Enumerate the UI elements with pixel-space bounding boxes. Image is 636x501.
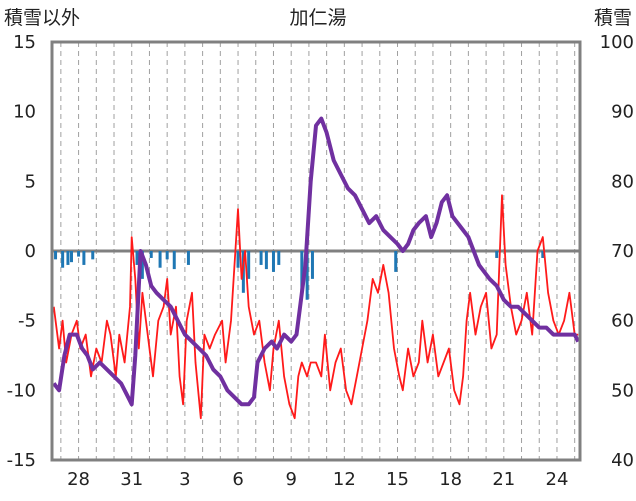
x-tick-label: 31 [120,469,143,490]
precipitation-bar [271,251,275,272]
precipitation-bar [264,251,268,270]
left-tick-label: -10 [7,380,36,401]
precipitation-bar [82,251,86,265]
x-tick-label: 3 [179,469,190,490]
snow-depth-line [52,116,580,407]
precipitation-bar [149,251,153,258]
x-tick-label: 6 [232,469,243,490]
precipitation-bar [172,251,176,270]
precipitation-bar [277,251,281,265]
x-tick-label: 9 [285,469,296,490]
x-tick-label: 18 [439,469,462,490]
precipitation-bar [300,251,304,293]
x-tick-label: 28 [67,469,90,490]
precipitation-bar [186,251,190,265]
precipitation-bar [140,251,144,279]
precipitation-bar [77,251,81,257]
left-tick-label: 5 [25,171,36,192]
precipitation-bar [54,251,58,260]
right-tick-label: 80 [611,171,634,192]
left-tick-label: -15 [7,450,36,471]
precipitation-bar [247,251,251,279]
precipitation-bar [310,251,314,279]
right-tick-label: 60 [611,311,634,332]
right-tick-label: 90 [611,102,634,123]
precipitation-bar [158,251,162,268]
precipitation-bar [69,251,73,263]
left-axis-ticks: 15 10 5 0 -5 -10 -15 [7,32,36,471]
x-tick-label: 12 [333,469,356,490]
precipitation-bar [236,251,240,268]
right-tick-label: 100 [600,32,634,53]
chart-title: 加仁湯 [289,7,346,29]
x-axis-ticks: 28 31 3 6 9 12 15 18 21 24 [67,469,568,490]
x-tick-label: 15 [386,469,409,490]
left-tick-label: 10 [13,102,36,123]
precipitation-bar [135,251,139,265]
left-tick-label: -5 [18,311,36,332]
precipitation-bar [91,251,95,260]
precipitation-bar [495,251,499,258]
plot-frame [50,40,582,462]
x-tick-label: 24 [546,469,569,490]
precipitation-bar [165,251,169,260]
precipitation-bar [61,251,65,268]
right-axis-label: 積雪 [594,7,632,29]
precipitation-bar [66,251,70,265]
precipitation-bar [541,251,545,258]
x-tick-label: 21 [492,469,515,490]
right-tick-label: 40 [611,450,634,471]
left-tick-label: 0 [25,241,36,262]
precipitation-bar [305,251,309,300]
right-axis-ticks: 100 90 80 70 60 50 40 [600,32,634,471]
right-tick-label: 70 [611,241,634,262]
precipitation-bar [259,251,263,265]
left-axis-label: 積雪以外 [4,7,80,29]
left-tick-label: 15 [13,32,36,53]
right-tick-label: 50 [611,380,634,401]
precipitation-bar [394,251,398,272]
